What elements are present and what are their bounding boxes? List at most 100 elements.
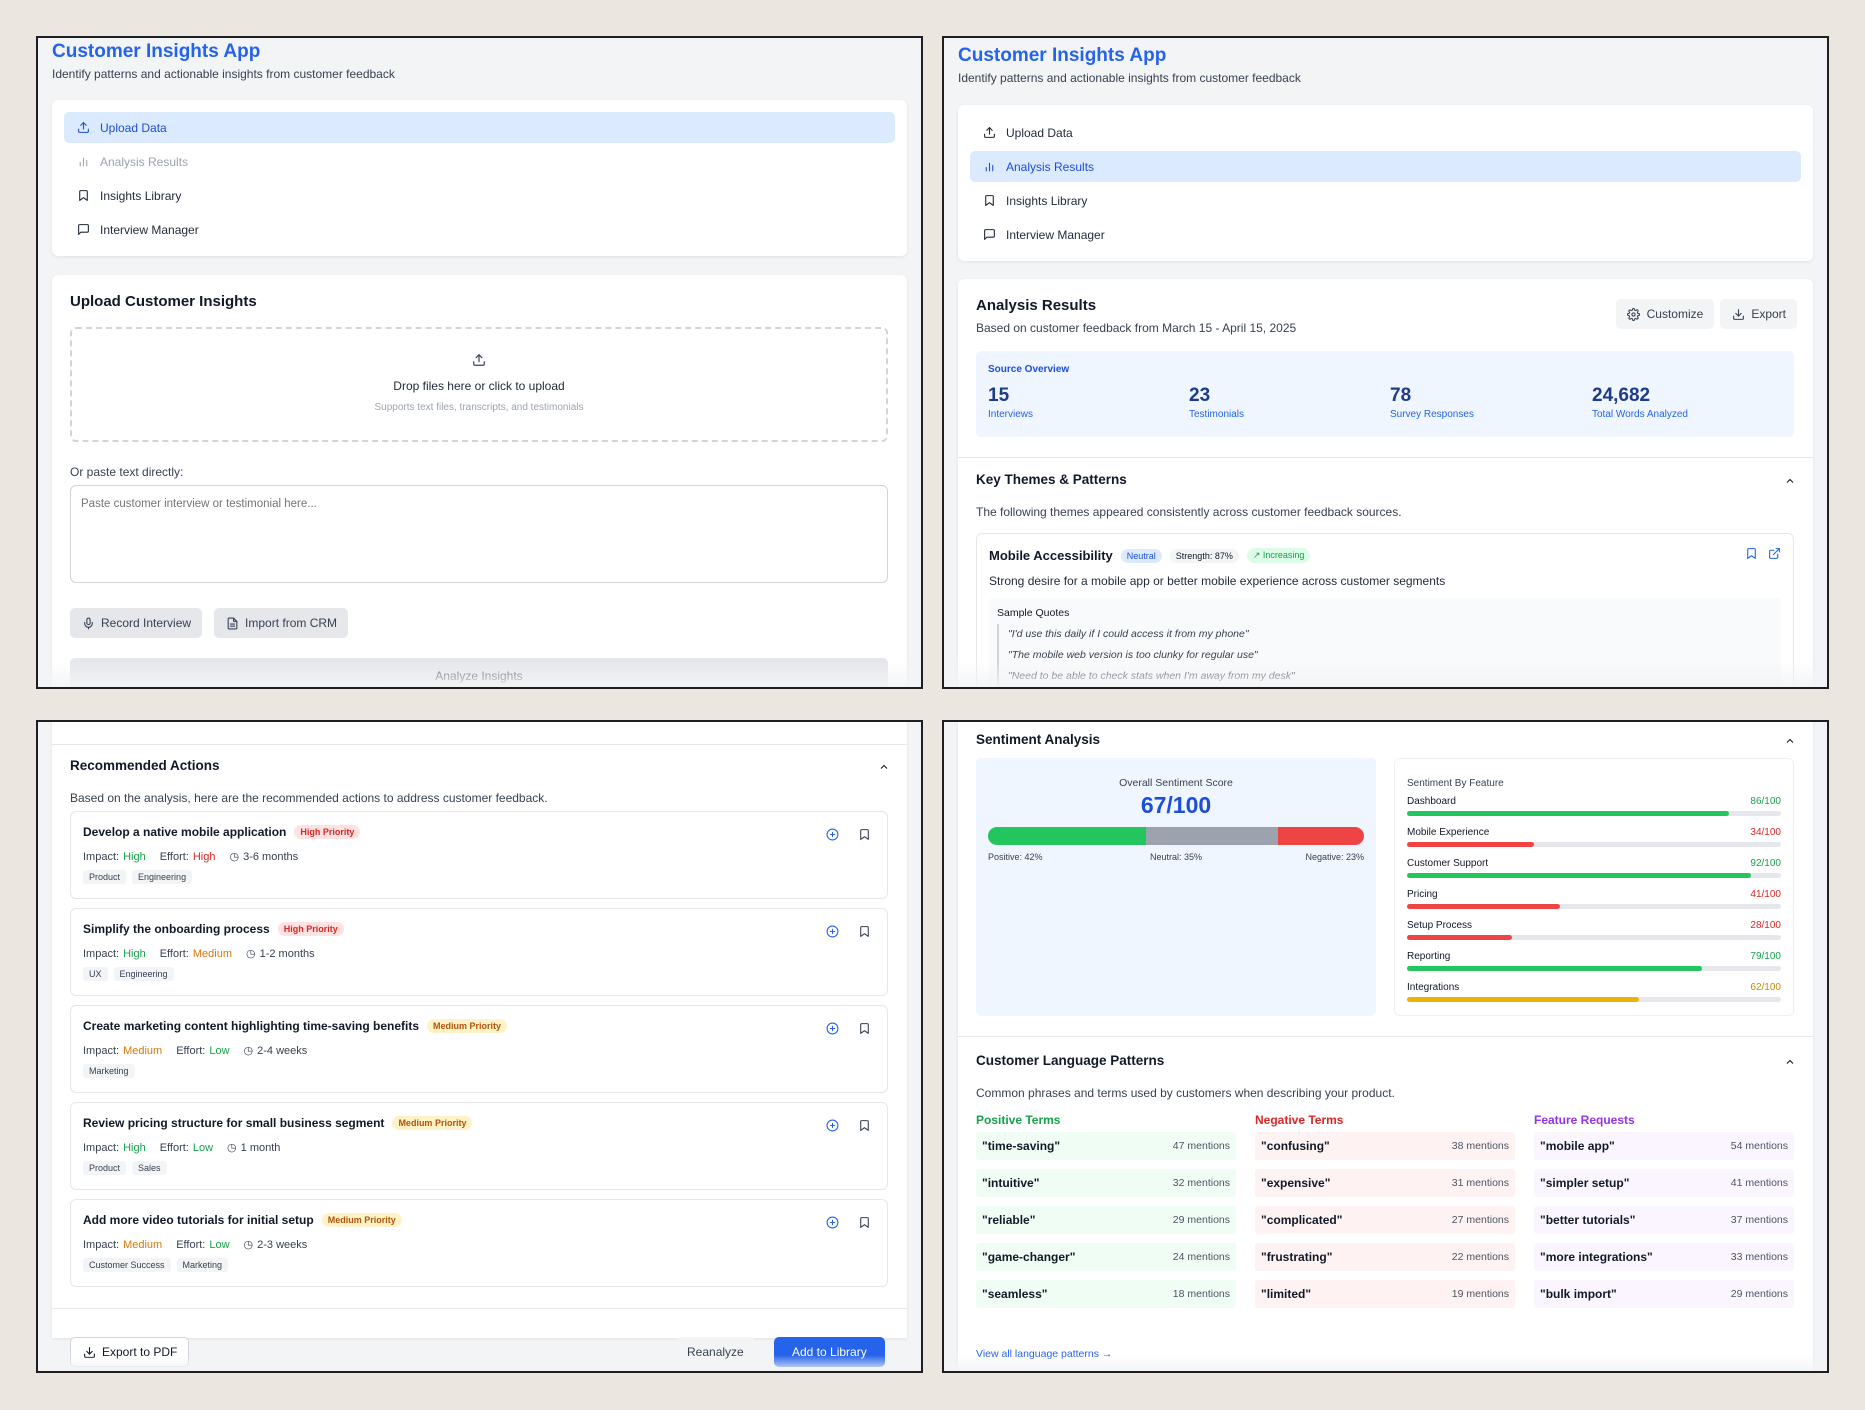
action-title: Review pricing structure for small busin… [83,1116,385,1130]
nav-item-analysis-results[interactable]: Analysis Results [970,151,1801,182]
time-estimate: 2-4 weeks [257,1044,308,1057]
download-icon [82,1345,96,1359]
analysis-panel: Customer Insights App Identify patterns … [942,36,1829,689]
feature-bar-track [1407,997,1781,1002]
trend-badge: ↗ Increasing [1246,548,1311,563]
nav-item-interview-manager[interactable]: Interview Manager [970,219,1801,250]
feature-name: Setup Process [1407,920,1473,931]
nav-label: Interview Manager [1006,227,1105,242]
actions-card: Recommended Actions Based on the analysi… [52,722,907,1338]
nav-item-interview-manager[interactable]: Interview Manager [64,214,895,245]
impact-label: Impact: [83,850,120,863]
plus-circle-icon[interactable] [825,924,839,938]
negative-label: Negative: 23% [1305,852,1364,862]
chevron-up-icon[interactable] [1783,1055,1797,1069]
tag-chip: Engineering [132,870,193,884]
action-item[interactable]: Create marketing content highlighting ti… [70,1005,888,1093]
impact-value: High [123,850,146,863]
app-title: Customer Insights App [52,41,261,62]
feature-name: Dashboard [1407,796,1456,807]
term-text: "expensive" [1261,1176,1331,1190]
export-pdf-label: Export to PDF [102,1345,178,1359]
nav-item-insights-library[interactable]: Insights Library [970,185,1801,216]
impact-label: Impact: [83,1238,120,1251]
term-item: "confusing" 38 mentions [1255,1132,1515,1160]
feature-bar-fill [1407,904,1561,909]
bookmark-icon[interactable] [857,827,871,841]
action-title-row: Add more video tutorials for initial set… [83,1213,402,1227]
plus-circle-icon[interactable] [825,827,839,841]
view-all-link[interactable]: View all language patterns → [976,1348,1113,1360]
theme-name: Mobile Accessibility [989,548,1113,563]
actions-description: Based on the analysis, here are the reco… [70,791,548,805]
bookmark-icon[interactable] [857,1118,871,1132]
add-to-library-button[interactable]: Add to Library [774,1337,885,1367]
action-item[interactable]: Develop a native mobile application High … [70,811,888,899]
feature-name: Customer Support [1407,858,1489,869]
bookmark-icon[interactable] [857,1215,871,1229]
chevron-up-icon[interactable] [1783,734,1797,748]
feature-score: 86/100 [1750,796,1781,807]
actions-panel: Recommended Actions Based on the analysi… [36,720,923,1373]
stat-label: Testimonials [1189,409,1245,420]
plus-circle-icon[interactable] [825,1118,839,1132]
plus-circle-icon[interactable] [825,1021,839,1035]
feature-name: Pricing [1407,889,1438,900]
paste-label: Or paste text directly: [70,465,184,479]
bar-chart-icon [982,160,996,174]
action-item[interactable]: Simplify the onboarding process High Prio… [70,908,888,996]
nav-item-insights-library[interactable]: Insights Library [64,180,895,211]
clock-icon: ◷ [245,948,256,960]
record-interview-button[interactable]: Record Interview [70,608,203,638]
term-item: "frustrating" 22 mentions [1255,1243,1515,1271]
impact-value: High [123,947,146,960]
analysis-card: Analysis Results Based on customer feedb… [958,279,1813,687]
upload-card: Upload Customer Insights Drop files here… [52,275,907,687]
stat-label: Survey Responses [1390,409,1474,420]
term-text: "limited" [1261,1287,1312,1301]
impact-label: Impact: [83,1044,120,1057]
term-item: "time-saving" 47 mentions [976,1132,1236,1160]
positive-segment [988,827,1146,845]
nav-item-analysis-results[interactable]: Analysis Results [64,146,895,177]
analysis-subtitle: Based on customer feedback from March 15… [976,321,1297,335]
term-count: 24 mentions [1172,1251,1230,1263]
chevron-up-icon[interactable] [877,760,891,774]
positive-label: Positive: 42% [988,852,1043,862]
term-text: "game-changer" [982,1250,1076,1264]
divider [52,744,907,745]
action-item[interactable]: Add more video tutorials for initial set… [70,1199,888,1287]
chevron-up-icon[interactable] [1783,474,1797,488]
external-link-icon[interactable] [1767,546,1781,560]
sentiment-badge: Neutral [1120,548,1162,563]
term-text: "frustrating" [1261,1250,1333,1264]
export-pdf-button[interactable]: Export to PDF [70,1337,190,1367]
bookmark-icon[interactable] [1744,546,1758,560]
priority-badge: Medium Priority [392,1116,473,1130]
sentiment-bar [988,827,1364,845]
negative-terms-title: Negative Terms [1255,1113,1344,1127]
nav-item-upload-data[interactable]: Upload Data [970,117,1801,148]
action-item[interactable]: Review pricing structure for small busin… [70,1102,888,1190]
export-button[interactable]: Export [1720,299,1797,329]
bookmark-icon[interactable] [857,924,871,938]
term-count: 22 mentions [1451,1251,1509,1263]
overall-label: Overall Sentiment Score [1119,777,1233,789]
action-tags: Product Engineering [83,870,193,884]
bookmark-icon[interactable] [857,1021,871,1035]
term-count: 19 mentions [1451,1288,1509,1300]
stat-value: 23 [1189,385,1211,406]
stat-testimonials: 23 Testimonials [1189,385,1244,420]
import-crm-button[interactable]: Import from CRM [214,608,349,638]
customize-button[interactable]: Customize [1615,299,1715,329]
reanalyze-button[interactable]: Reanalyze [676,1337,755,1367]
action-title-row: Simplify the onboarding process High Prio… [83,922,344,936]
nav-item-upload-data[interactable]: Upload Data [64,112,895,143]
plus-circle-icon[interactable] [825,1215,839,1229]
analysis-toolbar: Customize Export [1615,299,1797,329]
analyze-insights-button[interactable]: Analyze Insights [70,658,888,687]
action-tags: UX Engineering [83,967,174,981]
file-dropzone[interactable]: Drop files here or click to upload Suppo… [70,327,888,442]
strength-badge: Strength: 87% [1169,548,1239,563]
paste-textarea[interactable] [70,485,888,583]
